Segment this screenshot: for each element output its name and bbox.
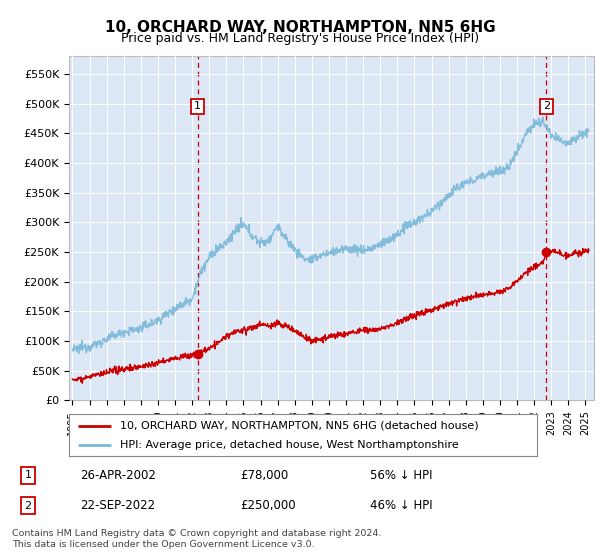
Text: Contains HM Land Registry data © Crown copyright and database right 2024.
This d: Contains HM Land Registry data © Crown c… (12, 529, 382, 549)
Text: 2: 2 (543, 101, 550, 111)
Text: 2: 2 (25, 501, 32, 511)
Text: HPI: Average price, detached house, West Northamptonshire: HPI: Average price, detached house, West… (121, 440, 459, 450)
Text: Price paid vs. HM Land Registry's House Price Index (HPI): Price paid vs. HM Land Registry's House … (121, 32, 479, 45)
Text: 22-SEP-2022: 22-SEP-2022 (80, 499, 155, 512)
Text: £78,000: £78,000 (240, 469, 288, 482)
Text: 26-APR-2002: 26-APR-2002 (80, 469, 156, 482)
Text: 10, ORCHARD WAY, NORTHAMPTON, NN5 6HG (detached house): 10, ORCHARD WAY, NORTHAMPTON, NN5 6HG (d… (121, 421, 479, 431)
Text: 56% ↓ HPI: 56% ↓ HPI (370, 469, 433, 482)
Text: £250,000: £250,000 (240, 499, 296, 512)
Text: 1: 1 (194, 101, 201, 111)
Text: 10, ORCHARD WAY, NORTHAMPTON, NN5 6HG: 10, ORCHARD WAY, NORTHAMPTON, NN5 6HG (104, 20, 496, 35)
Text: 1: 1 (25, 470, 32, 480)
Text: 46% ↓ HPI: 46% ↓ HPI (370, 499, 433, 512)
